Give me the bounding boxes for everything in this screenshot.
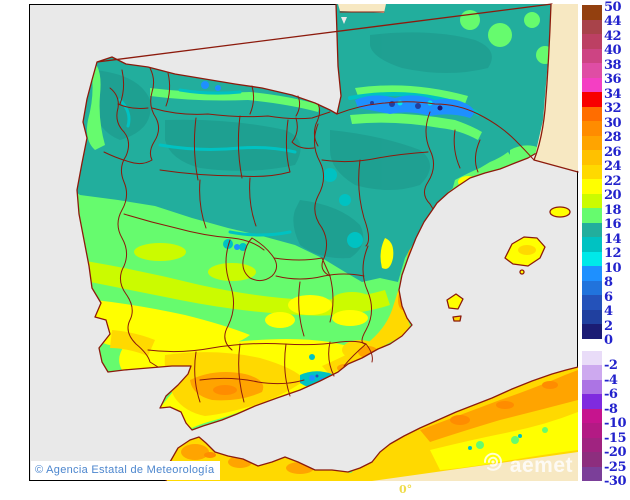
- legend-label: -8: [604, 401, 618, 417]
- legend-label: 8: [604, 275, 613, 290]
- legend-label: 50: [604, 0, 622, 15]
- dark-orange-spot: [213, 385, 237, 395]
- balearic-islands: [446, 206, 571, 322]
- legend-swatch: [582, 452, 602, 467]
- legend-swatch: [582, 408, 602, 424]
- legend-swatch: [582, 63, 602, 78]
- legend-swatch: [582, 365, 602, 380]
- cabrera-island: [519, 269, 525, 275]
- legend-swatch: [582, 92, 602, 107]
- legend-swatch: [582, 135, 602, 150]
- legend-label: -4: [604, 372, 618, 388]
- legend-label: 28: [604, 130, 622, 145]
- legend-label: 34: [604, 86, 622, 102]
- legend-swatch: [582, 193, 602, 208]
- legend-label: 16: [604, 217, 622, 232]
- legend-swatch: [582, 309, 602, 324]
- legend-label: -2: [604, 358, 618, 374]
- legend-label: -20: [604, 445, 627, 461]
- ibiza-island: [446, 293, 464, 310]
- legend-label: -25: [604, 459, 627, 475]
- legend-label: 44: [604, 14, 622, 29]
- legend-swatch: [582, 19, 602, 34]
- legend-swatch: [582, 251, 602, 266]
- legend-swatch: [582, 379, 602, 395]
- sierra-nevada-cold-core: [315, 374, 319, 378]
- legend-swatch: [582, 394, 602, 409]
- north-teal-region: [77, 4, 554, 282]
- legend-swatch: [582, 351, 602, 366]
- legend-label: 4: [604, 304, 613, 319]
- legend-label: 18: [604, 202, 622, 218]
- legend-swatch: [582, 48, 602, 63]
- legend-swatch: [582, 34, 602, 49]
- legend-label: 42: [604, 28, 622, 44]
- legend-label: 0: [604, 333, 613, 348]
- legend-label: 22: [604, 173, 622, 189]
- spain-france-border: [336, 101, 535, 161]
- legend-swatch: [582, 423, 602, 438]
- legend-label: 6: [604, 289, 613, 305]
- legend-swatch: [582, 466, 602, 482]
- legend-label: 20: [604, 188, 622, 203]
- legend-swatch: [582, 5, 602, 20]
- legend-swatch: [582, 164, 602, 179]
- legend-label: 36: [604, 72, 622, 87]
- legend-label: 14: [604, 231, 622, 247]
- legend-label: 12: [604, 246, 622, 261]
- legend-swatch: [582, 324, 602, 339]
- legend-label: 40: [604, 43, 622, 58]
- legend-swatch: [582, 179, 602, 194]
- legend-swatch: [582, 437, 602, 453]
- legend-label: 32: [604, 101, 622, 116]
- legend-swatch: [582, 121, 602, 136]
- legend-swatch: [582, 208, 602, 223]
- attribution-text: © Agencia Estatal de Meteorología: [35, 464, 215, 476]
- legend-label: -6: [604, 387, 618, 403]
- legend-swatch: [582, 222, 602, 237]
- map-frame: © Agencia Estatal de Meteorología aemet: [29, 3, 579, 482]
- out-of-domain-areas: [338, 4, 578, 481]
- menorca-island: [549, 206, 571, 218]
- legend-swatch: [582, 150, 602, 165]
- legend-label: 10: [604, 260, 622, 276]
- legend-label: -15: [604, 430, 627, 446]
- africa-hot-spots: [204, 381, 558, 458]
- legend-label: 30: [604, 115, 622, 131]
- terrain-shading: [92, 32, 492, 259]
- region-borders: [103, 67, 481, 403]
- legend-swatch: [582, 77, 602, 92]
- longitude-label: 0°: [399, 483, 413, 496]
- legend-label: -10: [604, 416, 627, 432]
- legend-swatch: [582, 280, 602, 295]
- mountain-blue-spots: [201, 81, 325, 383]
- legend-label: 2: [604, 318, 613, 334]
- legend-swatch: [582, 237, 602, 252]
- attribution: © Agencia Estatal de Meteorología: [31, 461, 221, 480]
- arcachon-bay: [341, 17, 347, 24]
- legend-label: 24: [604, 159, 622, 174]
- legend-label: 38: [604, 57, 622, 73]
- legend-swatch: [582, 295, 602, 310]
- legend-label: 26: [604, 144, 622, 160]
- temperature-legend: 50 44 42 40 38 36 34 32 30 28 26 24 22 20 18 16 14 12 10 8 6…: [582, 0, 630, 500]
- political-borders: [103, 67, 535, 403]
- legend-swatch: [582, 106, 602, 121]
- spain-portugal-border: [109, 87, 159, 368]
- legend-label: -30: [604, 474, 627, 490]
- legend-swatch: [582, 266, 602, 281]
- formentera-island: [452, 315, 462, 322]
- domain-boundary-lines: [339, 3, 579, 173]
